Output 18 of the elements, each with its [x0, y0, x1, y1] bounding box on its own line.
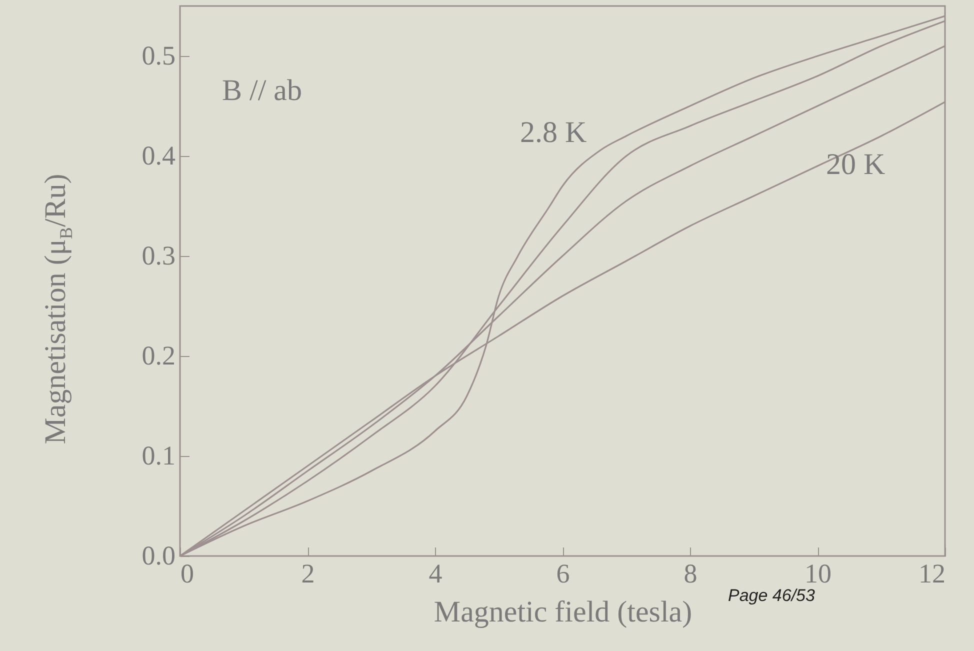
x-axis-title: Magnetic field (tesla): [434, 596, 692, 628]
x-tick-label: 2: [301, 558, 315, 588]
y-tick-label: 0.4: [142, 140, 176, 170]
annotation: B // ab: [222, 74, 302, 108]
x-tick-label: 0: [180, 558, 194, 588]
y-tick-label: 0.0: [142, 540, 176, 570]
y-tick-label: 0.3: [142, 240, 176, 270]
y-tick-label: 0.5: [142, 40, 176, 70]
annotation: 2.8 K: [520, 116, 587, 150]
x-tick-label: 4: [428, 558, 443, 588]
x-tick-label: 12: [918, 558, 946, 588]
annotation: 20 K: [826, 148, 886, 182]
x-tick-label: 6: [556, 558, 570, 588]
y-tick-label: 0.1: [142, 440, 176, 470]
x-tick-label: 8: [684, 558, 698, 588]
y-tick-label: 0.2: [142, 340, 176, 370]
text: Page 46/53: [728, 586, 815, 606]
x-tick-label: 10: [804, 558, 832, 588]
